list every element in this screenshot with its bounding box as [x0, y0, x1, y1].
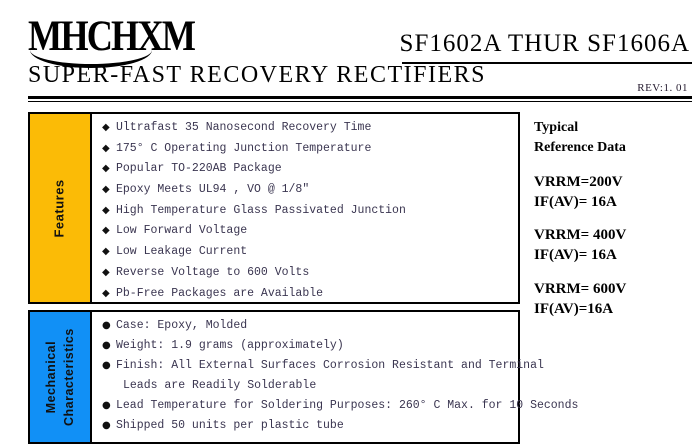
mechanical-text: Shipped 50 units per plastic tube	[116, 419, 344, 432]
feature-text: Popular TO-220AB Package	[116, 162, 282, 176]
ifav-value: IF(AV)= 16A	[534, 193, 617, 210]
reference-data-heading-line2: Reference Data	[534, 140, 626, 156]
list-item: ◆ 175° C Operating Junction Temperature	[102, 143, 512, 155]
diamond-bullet-icon: ◆	[102, 204, 110, 216]
part-number-title: SF1602A THUR SF1606A	[399, 30, 690, 57]
mechanical-text: Finish: All External Surfaces Corrosion …	[116, 359, 544, 372]
header-divider-thin	[28, 101, 692, 102]
list-item: ◆ High Temperature Glass Passivated Junc…	[102, 205, 512, 217]
mechanical-list: ● Case: Epoxy, Molded ● Weight: 1.9 gram…	[92, 312, 584, 442]
feature-text: 175° C Operating Junction Temperature	[116, 141, 372, 155]
list-item: ● Shipped 50 units per plastic tube	[102, 420, 578, 432]
ifav-value: IF(AV)= 16A	[534, 247, 617, 264]
list-item: ● Finish: All External Surfaces Corrosio…	[102, 360, 578, 372]
diamond-bullet-icon: ◆	[102, 225, 110, 237]
mechanical-tab: Mechanical Characteristics	[30, 312, 92, 442]
mechanical-text: Lead Temperature for Soldering Purposes:…	[116, 399, 579, 412]
reference-data-group: VRRM=200V IF(AV)= 16A	[534, 172, 694, 213]
round-bullet-icon: ●	[102, 420, 111, 431]
vrrm-value: VRRM=200V	[534, 173, 623, 190]
list-item: ◆ Ultrafast 35 Nanosecond Recovery Time	[102, 122, 512, 134]
list-item: ◆ Reverse Voltage to 600 Volts	[102, 267, 512, 279]
round-bullet-icon: ●	[102, 340, 111, 351]
features-section: Features ◆ Ultrafast 35 Nanosecond Recov…	[28, 112, 520, 304]
diamond-bullet-icon: ◆	[102, 184, 110, 196]
features-tab-label: Features	[51, 178, 67, 238]
diamond-bullet-icon: ◆	[102, 246, 110, 258]
mechanical-text: Weight: 1.9 grams (approximately)	[116, 339, 344, 352]
diamond-bullet-icon: ◆	[102, 287, 110, 299]
features-list: ◆ Ultrafast 35 Nanosecond Recovery Time …	[92, 114, 518, 302]
feature-text: High Temperature Glass Passivated Juncti…	[116, 203, 406, 217]
company-logo: MHCHXM	[28, 11, 196, 60]
feature-text: Low Forward Voltage	[116, 224, 248, 238]
page-header: MHCHXM SF1602A THUR SF1606A SUPER-FAST R…	[0, 0, 700, 100]
list-item: ◆ Pb-Free Packages are Available	[102, 286, 512, 300]
feature-text: Low Leakage Current	[116, 245, 248, 259]
revision-label: REV:1. 01	[637, 82, 688, 94]
list-item: ◆ Low Leakage Current	[102, 246, 512, 258]
reference-data-group: VRRM= 400V IF(AV)= 16A	[534, 225, 694, 266]
header-divider-short	[28, 96, 600, 99]
feature-text: Ultrafast 35 Nanosecond Recovery Time	[116, 121, 372, 134]
mechanical-tab-label-line1: Mechanical	[43, 340, 58, 414]
round-bullet-icon: ●	[102, 400, 111, 411]
mechanical-characteristics-section: Mechanical Characteristics ● Case: Epoxy…	[28, 310, 578, 444]
feature-text: Reverse Voltage to 600 Volts	[116, 265, 310, 279]
ifav-value: IF(AV)=16A	[534, 300, 614, 317]
vrrm-value: VRRM= 600V	[534, 280, 627, 297]
mechanical-tab-label-line2: Characteristics	[62, 328, 77, 426]
page-title: SUPER-FAST RECOVERY RECTIFIERS	[28, 62, 486, 88]
header-divider	[28, 96, 692, 102]
feature-text: Pb-Free Packages are Available	[116, 286, 324, 300]
features-tab: Features	[30, 114, 92, 302]
vrrm-value: VRRM= 400V	[534, 227, 627, 244]
diamond-bullet-icon: ◆	[102, 122, 110, 133]
diamond-bullet-icon: ◆	[102, 142, 110, 154]
diamond-bullet-icon: ◆	[102, 163, 110, 175]
typical-reference-data-panel: Typical Reference Data VRRM=200V IF(AV)=…	[534, 118, 694, 319]
list-item: ● Weight: 1.9 grams (approximately)	[102, 340, 578, 352]
list-item: ◆ Epoxy Meets UL94 , VO @ 1/8″	[102, 184, 512, 196]
part-number-underline	[402, 62, 692, 64]
list-item: ◆ Popular TO-220AB Package	[102, 163, 512, 175]
list-item: ● Lead Temperature for Soldering Purpose…	[102, 400, 578, 412]
reference-data-group: VRRM= 600V IF(AV)=16A	[534, 279, 694, 320]
reference-data-heading-line1: Typical	[534, 120, 579, 135]
feature-text: Epoxy Meets UL94 , VO @ 1/8″	[116, 183, 310, 197]
mechanical-text-continuation: Leads are Readily Solderable	[123, 379, 317, 392]
reference-data-heading: Typical Reference Data	[534, 118, 694, 159]
round-bullet-icon: ●	[102, 360, 111, 371]
mechanical-tab-label: Mechanical Characteristics	[42, 328, 78, 426]
round-bullet-icon: ●	[102, 320, 111, 331]
list-item: ◆ Low Forward Voltage	[102, 225, 512, 237]
list-item: ● Case: Epoxy, Molded	[102, 320, 578, 332]
mechanical-text: Case: Epoxy, Molded	[116, 319, 248, 332]
diamond-bullet-icon: ◆	[102, 266, 110, 278]
